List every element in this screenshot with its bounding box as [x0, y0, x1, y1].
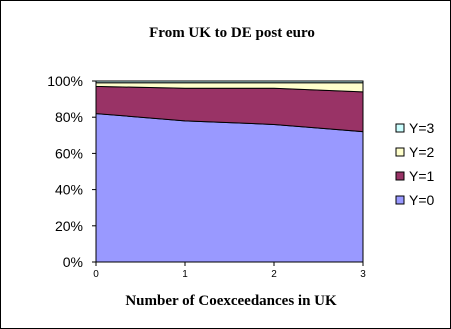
x-axis-label: Number of Coexceedances in UK — [125, 293, 337, 309]
x-tick-label: 1 — [182, 269, 188, 280]
legend-swatch — [395, 195, 405, 205]
area-series-y-3 — [95, 80, 364, 84]
y-tick-label: 0% — [63, 254, 83, 270]
legend-label: Y=2 — [409, 144, 435, 160]
y-tick-label: 100% — [47, 73, 83, 89]
y-tick-label: 80% — [55, 109, 83, 125]
y-tick-label: 60% — [55, 145, 83, 161]
chart-title: From UK to DE post euro — [149, 25, 315, 41]
x-tick-label: 0 — [93, 269, 99, 280]
legend-label: Y=3 — [409, 120, 435, 136]
y-tick-label: 40% — [55, 182, 83, 198]
y-tick-label: 20% — [55, 218, 83, 234]
area-series-y-0 — [95, 113, 364, 263]
x-tick-label: 2 — [271, 269, 277, 280]
legend-label: Y=1 — [409, 168, 435, 184]
legend-swatch — [395, 123, 405, 133]
legend-swatch — [395, 147, 405, 157]
legend-swatch — [395, 171, 405, 181]
legend-label: Y=0 — [409, 192, 435, 208]
x-tick-label: 3 — [360, 269, 366, 280]
